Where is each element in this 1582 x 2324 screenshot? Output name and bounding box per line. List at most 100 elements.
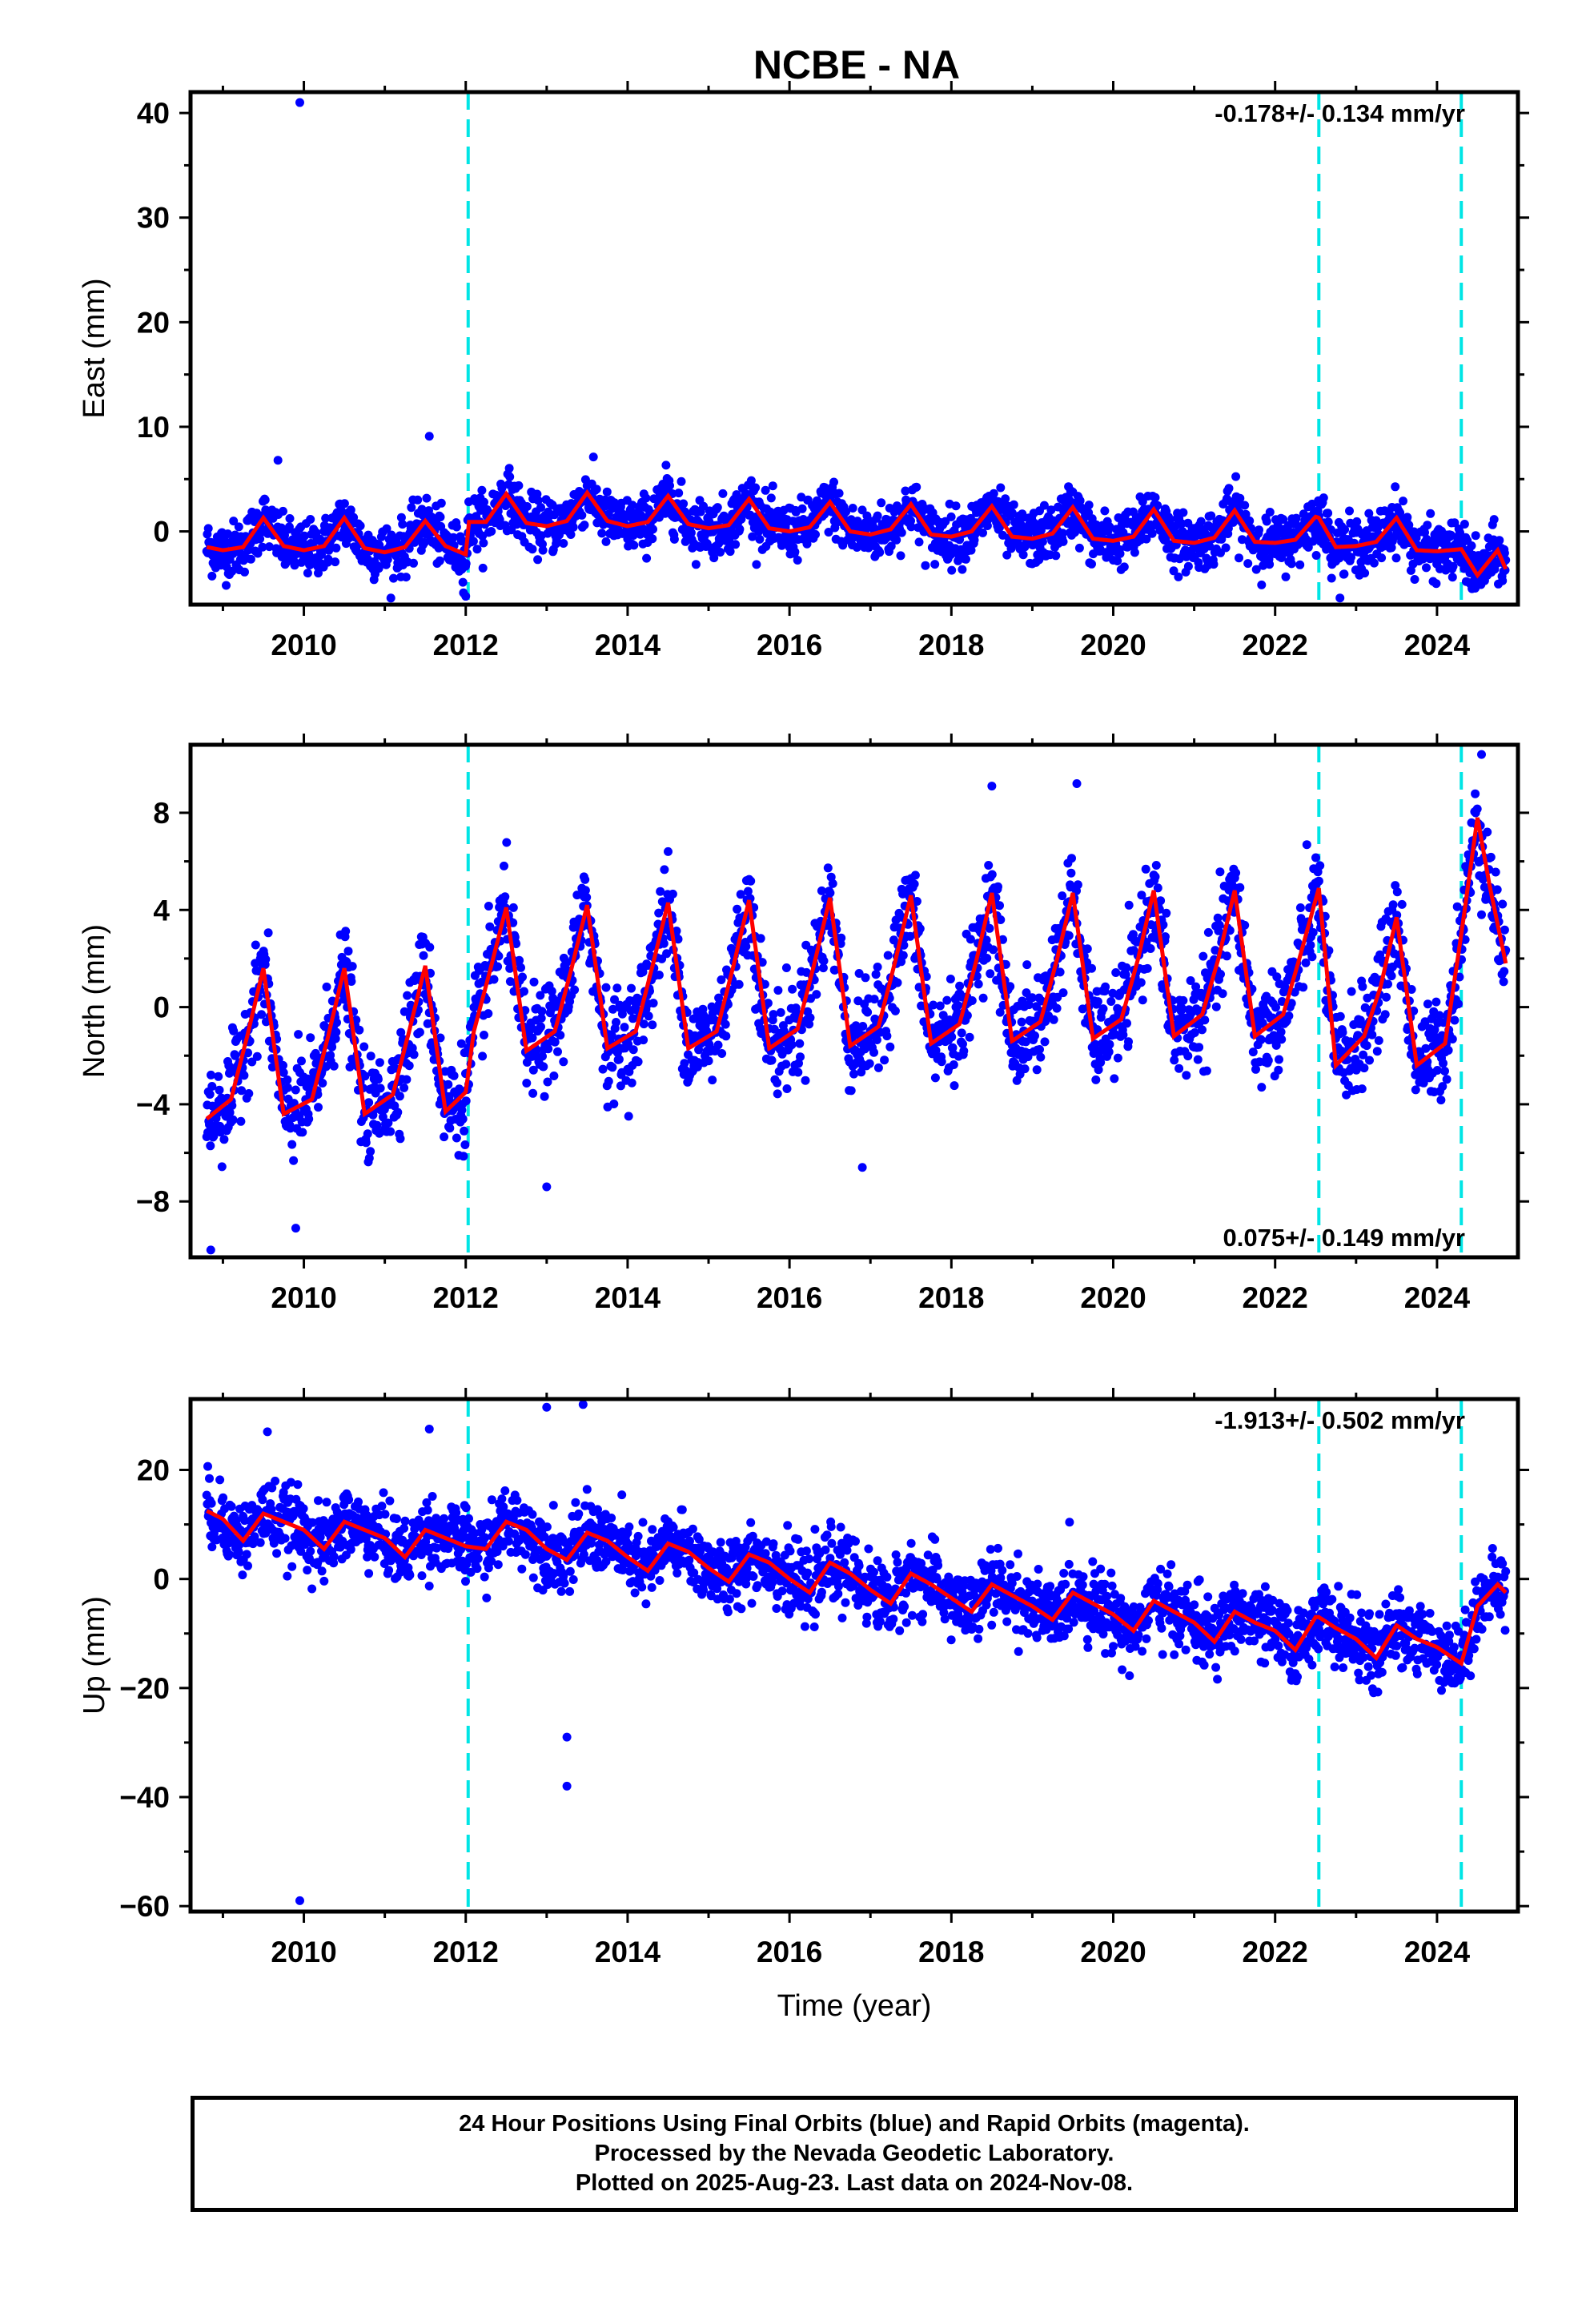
east-point bbox=[580, 521, 589, 530]
north-point bbox=[1202, 1066, 1211, 1076]
north-point bbox=[773, 1078, 782, 1088]
north-point bbox=[828, 879, 837, 888]
east-point bbox=[253, 549, 263, 558]
east-point bbox=[339, 499, 349, 509]
east-point bbox=[436, 513, 445, 522]
north-point bbox=[1122, 963, 1131, 972]
north-point bbox=[373, 1075, 383, 1084]
north-point bbox=[1183, 1051, 1193, 1061]
north-point bbox=[540, 1092, 549, 1101]
east-point bbox=[331, 543, 341, 553]
east-point bbox=[461, 559, 471, 569]
east-point bbox=[228, 549, 238, 558]
east-point bbox=[793, 556, 802, 565]
north-point bbox=[537, 1007, 547, 1016]
north-point bbox=[1091, 1075, 1101, 1084]
north-point bbox=[612, 1018, 620, 1027]
east-point bbox=[1295, 560, 1305, 569]
north-point bbox=[291, 1085, 300, 1095]
east-point bbox=[1377, 553, 1387, 563]
north-point bbox=[1338, 1027, 1347, 1037]
east-point bbox=[716, 548, 725, 557]
north-point bbox=[659, 939, 669, 948]
north-point bbox=[704, 1056, 713, 1066]
east-point bbox=[602, 487, 612, 497]
north-point bbox=[239, 1071, 249, 1080]
north-point bbox=[627, 983, 636, 993]
north-point bbox=[949, 1060, 958, 1069]
north-point bbox=[1150, 872, 1160, 882]
north-point bbox=[1308, 927, 1318, 937]
east-point bbox=[398, 520, 408, 529]
east-point bbox=[448, 533, 458, 542]
north-point bbox=[734, 979, 744, 989]
east-point bbox=[592, 485, 601, 494]
east-point bbox=[533, 496, 543, 505]
north-point bbox=[1275, 1055, 1283, 1064]
north-point bbox=[898, 951, 908, 960]
north-point bbox=[1193, 1055, 1203, 1064]
east-point bbox=[1391, 482, 1400, 492]
east-point bbox=[203, 524, 213, 533]
east-point bbox=[468, 537, 478, 546]
north-point bbox=[823, 863, 833, 873]
east-point bbox=[383, 555, 392, 565]
east-point bbox=[897, 528, 906, 537]
east-point bbox=[279, 506, 287, 516]
east-x-tick-label: 2012 bbox=[433, 629, 499, 661]
north-point bbox=[327, 1042, 337, 1051]
east-point bbox=[947, 565, 957, 575]
north-point bbox=[1257, 1083, 1267, 1092]
north-x-tick-label: 2024 bbox=[1404, 1281, 1471, 1314]
north-point bbox=[1058, 891, 1067, 901]
east-point bbox=[848, 504, 857, 513]
north-point bbox=[458, 1114, 468, 1124]
east-rate-label: -0.178+/- 0.134 mm/yr bbox=[1215, 99, 1465, 127]
east-point bbox=[1423, 521, 1432, 530]
east-point bbox=[1410, 575, 1419, 584]
east-point bbox=[478, 563, 488, 573]
north-point bbox=[994, 882, 1002, 891]
north-point bbox=[648, 999, 658, 1008]
north-point bbox=[869, 995, 879, 1004]
north-point bbox=[819, 956, 829, 966]
north-point bbox=[1274, 1065, 1283, 1075]
north-point bbox=[549, 1072, 559, 1080]
east-point bbox=[324, 545, 334, 555]
north-point bbox=[1055, 967, 1065, 977]
north-point bbox=[1388, 900, 1398, 910]
north-point bbox=[873, 963, 882, 971]
north-point bbox=[403, 991, 412, 1000]
east-outlier-point bbox=[424, 432, 434, 441]
north-point bbox=[228, 1115, 238, 1124]
east-point bbox=[735, 525, 745, 534]
north-point bbox=[1036, 1052, 1046, 1062]
east-point bbox=[331, 557, 340, 567]
north-point bbox=[520, 987, 528, 996]
north-point bbox=[858, 1022, 868, 1031]
east-point bbox=[1196, 517, 1206, 526]
east-point bbox=[912, 482, 921, 492]
north-point bbox=[805, 1013, 815, 1023]
north-x-tick-label: 2016 bbox=[757, 1281, 822, 1314]
east-point bbox=[1178, 508, 1188, 517]
north-point bbox=[863, 1007, 873, 1017]
north-point bbox=[425, 943, 435, 952]
north-point bbox=[402, 1075, 412, 1084]
north-point bbox=[1030, 1031, 1039, 1040]
north-point bbox=[664, 846, 673, 856]
east-point bbox=[285, 514, 295, 523]
north-point bbox=[957, 1028, 966, 1038]
north-point bbox=[1277, 1035, 1287, 1044]
east-point bbox=[665, 480, 674, 490]
east-y-tick-label: 30 bbox=[137, 202, 170, 235]
east-point bbox=[588, 452, 598, 462]
north-point bbox=[444, 1080, 453, 1089]
east-point bbox=[277, 523, 286, 533]
north-point bbox=[484, 902, 493, 911]
east-point bbox=[877, 498, 886, 508]
north-point bbox=[518, 972, 527, 982]
east-point bbox=[641, 493, 651, 503]
north-point bbox=[404, 1061, 414, 1071]
north-point bbox=[959, 1046, 969, 1055]
